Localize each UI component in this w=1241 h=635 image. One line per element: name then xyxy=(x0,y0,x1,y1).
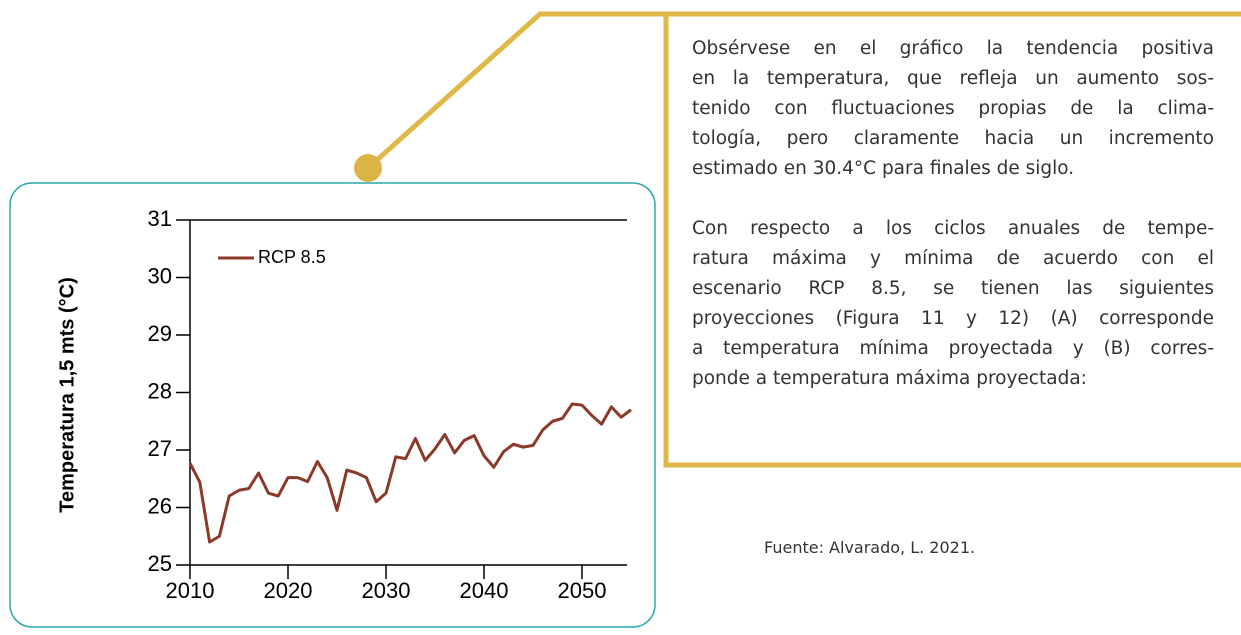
connector-dot xyxy=(354,154,382,182)
chart-frame xyxy=(9,182,656,628)
text-line: tología, pero claramente hacia un increm… xyxy=(692,128,1214,149)
text-line: a temperatura mínima proyectada y (B) co… xyxy=(692,338,1214,359)
x-tick-label: 2040 xyxy=(460,578,509,603)
text-line: ponde a temperatura máxima proyectada: xyxy=(692,368,1087,389)
y-tick-label: 28 xyxy=(148,378,172,403)
x-tick-label: 2050 xyxy=(558,578,607,603)
text-line: ratura máxima y mínima de acuerdo con el xyxy=(692,248,1214,269)
source: Fuente: Alvarado, L. 2021. xyxy=(764,538,976,557)
text-line: Obsérvese en el gráfico la tendencia pos… xyxy=(692,38,1214,59)
y-tick-label: 26 xyxy=(148,493,172,518)
y-tick-label: 25 xyxy=(148,551,172,576)
text-line: en la temperatura, que refleja un aument… xyxy=(692,68,1214,89)
text-line: tenido con fluctuaciones propias de la c… xyxy=(692,98,1214,119)
legend-label: RCP 8.5 xyxy=(258,247,326,267)
paragraph: Obsérvese en el gráfico la tendencia pos… xyxy=(692,34,1214,184)
y-tick-label: 31 xyxy=(148,206,172,231)
paragraph: Con respecto a los ciclos anuales de tem… xyxy=(692,214,1214,394)
y-tick-label: 27 xyxy=(148,436,172,461)
text-block: Obsérvese en el gráfico la tendencia pos… xyxy=(692,34,1214,424)
chart: Temperatura 1,5 mts (°C) 25 26 27 28 29 30 31 2… xyxy=(56,206,632,603)
x-tick-label: 2010 xyxy=(166,578,215,603)
y-tick-label: 30 xyxy=(148,263,172,288)
text-line: escenario RCP 8.5, se tienen las siguien… xyxy=(692,278,1214,299)
text-frame xyxy=(663,14,1241,468)
x-tick-label: 2030 xyxy=(362,578,411,603)
line-series xyxy=(188,402,632,544)
x-tick-label: 2020 xyxy=(264,578,313,603)
y-axis-label: Temperatura 1,5 mts (°C) xyxy=(56,277,78,512)
text-line: Con respecto a los ciclos anuales de tem… xyxy=(692,218,1214,239)
text-line: estimado en 30.4°C para finales de siglo… xyxy=(692,158,1075,179)
text-line: proyecciones (Figura 11 y 12) (A) corres… xyxy=(692,308,1214,329)
y-tick-label: 29 xyxy=(148,321,172,346)
connector xyxy=(366,11,1241,170)
